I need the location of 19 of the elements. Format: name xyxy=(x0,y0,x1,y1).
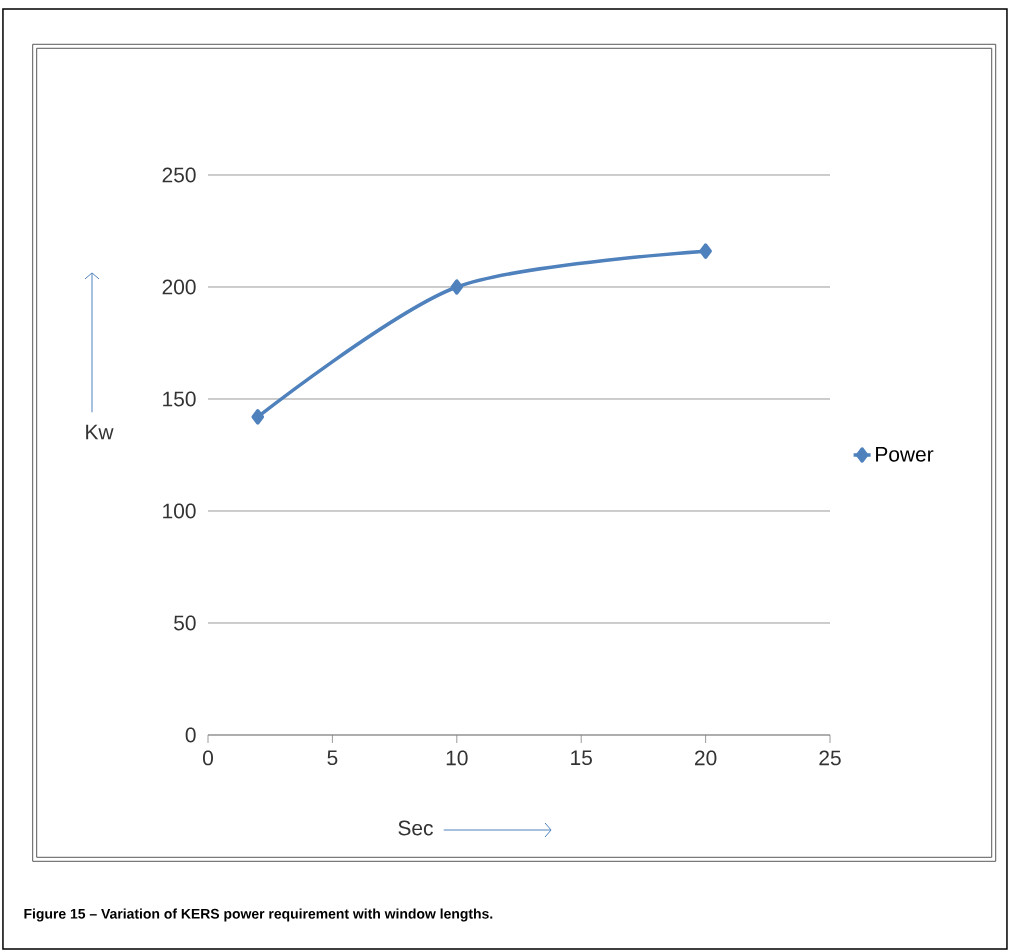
y-tick-label: 250 xyxy=(162,167,196,183)
legend-label: Power xyxy=(876,447,934,462)
y-axis-title: Kw xyxy=(86,424,114,440)
y-tick-label: 0 xyxy=(185,727,196,743)
x-tick-label: 20 xyxy=(695,750,717,766)
x-tick-label: 15 xyxy=(571,750,592,766)
caption: Figure 15 – Variation of KERS power requirement with window lengths. xyxy=(24,908,493,922)
y-tick-label: 50 xyxy=(174,615,196,631)
y-tick-label: 100 xyxy=(163,503,196,519)
x-tick-label: 5 xyxy=(327,750,338,766)
point xyxy=(699,243,712,259)
x-tick-label: 10 xyxy=(446,750,468,766)
x-axis-title: Sec xyxy=(398,820,433,836)
x-tick-label: 0 xyxy=(203,750,213,766)
point xyxy=(251,409,265,425)
y-tick-label: 150 xyxy=(163,391,196,407)
x-tick-label: 25 xyxy=(819,750,841,766)
point xyxy=(450,279,464,295)
y-tick-label: 200 xyxy=(162,279,196,295)
